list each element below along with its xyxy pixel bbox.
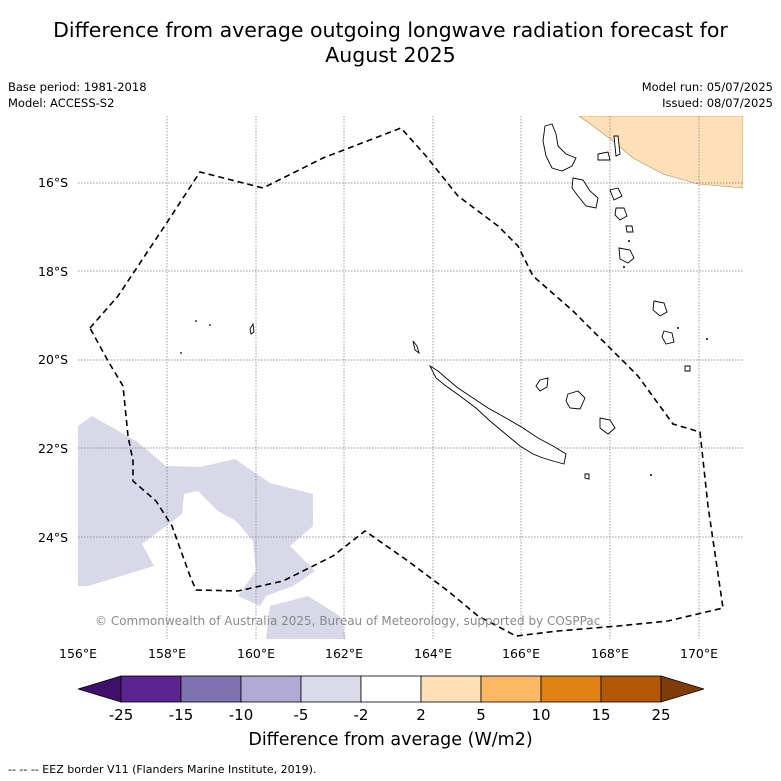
colorbar-extend-high	[660, 675, 704, 703]
vanuatu-island-d	[625, 225, 634, 233]
colorbar-title: Difference from average (W/m2)	[248, 730, 533, 750]
vanuatu-espiritu-santo	[542, 123, 577, 172]
colorbar-extend-low	[78, 675, 122, 703]
vanuatu-island-a	[597, 151, 611, 161]
colorbar-segment	[480, 675, 542, 703]
island-small	[412, 340, 420, 355]
eez-legend: -- -- -- EEZ border V11 (Flanders Marine…	[8, 763, 317, 776]
vanuatu-erromango	[618, 247, 635, 264]
colorbar-segment	[120, 675, 182, 703]
gridlines	[78, 116, 743, 639]
loyalty-island-2	[565, 390, 586, 410]
meta-left: Base period: 1981-2018 Model: ACCESS-S2	[8, 79, 147, 111]
eez-border	[89, 127, 724, 637]
island-tiny-1	[249, 322, 255, 335]
model-run: Model run: 05/07/2025	[641, 80, 773, 94]
vanuatu-tanna	[652, 300, 668, 317]
colorbar-tick-label: 2	[416, 706, 426, 724]
colorbar-segment	[600, 675, 662, 703]
colorbar-tick-label: -25	[108, 706, 134, 724]
vanuatu-malakula	[571, 177, 599, 209]
loyalty-island-3	[599, 417, 616, 435]
colorbar-segment	[240, 675, 302, 703]
lon-label-166e: 166°E	[501, 646, 541, 661]
lon-label-158e: 158°E	[147, 646, 187, 661]
title-line-2: August 2025	[325, 43, 456, 67]
colorbar-tick-label: -2	[353, 706, 369, 724]
meta-right: Model run: 05/07/2025 Issued: 08/07/2025	[642, 79, 773, 111]
vanuatu-efate	[614, 207, 628, 221]
new-caledonia-island	[428, 364, 567, 465]
base-period: Base period: 1981-2018	[8, 80, 147, 94]
title-line-1: Difference from average outgoing longwav…	[53, 18, 728, 42]
colorbar-segment	[300, 675, 362, 703]
colorbar	[78, 675, 704, 703]
colorbar-segment	[180, 675, 242, 703]
vanuatu-island-b	[613, 135, 621, 157]
lon-label-170e: 170°E	[679, 646, 719, 661]
loyalty-island-1	[535, 377, 549, 392]
colorbar-tick-label: 15	[591, 706, 611, 724]
vanuatu-island-c	[609, 187, 623, 201]
colorbar-tick-label: 10	[531, 706, 551, 724]
chart-title: Difference from average outgoing longwav…	[0, 18, 781, 68]
lat-label-24s: 24°S	[38, 530, 69, 545]
lon-label-162e: 162°E	[324, 646, 364, 661]
vanuatu-aneityum	[661, 330, 675, 345]
colorbar-segment	[360, 675, 422, 703]
colorbar-tick-label: 25	[651, 706, 671, 724]
lon-label-160e: 160°E	[236, 646, 276, 661]
lon-label-156e: 156°E	[58, 646, 98, 661]
island-small-2	[584, 473, 590, 480]
tiny-islets	[180, 240, 708, 476]
colorbar-tick-label: 5	[476, 706, 486, 724]
colorbar-segment	[540, 675, 602, 703]
colorbar-tick-label: -15	[168, 706, 194, 724]
lat-label-18s: 18°S	[38, 264, 69, 279]
model-name: Model: ACCESS-S2	[8, 96, 115, 110]
issued-date: Issued: 08/07/2025	[662, 96, 773, 110]
lat-label-16s: 16°S	[38, 175, 69, 190]
island-matthew	[684, 365, 691, 372]
lat-label-22s: 22°S	[38, 441, 69, 456]
copyright-notice: © Commonwealth of Australia 2025, Bureau…	[95, 614, 601, 628]
negative-anomaly-region-south	[266, 596, 346, 639]
map-area	[78, 116, 743, 639]
positive-anomaly-region	[578, 116, 743, 189]
lon-label-164e: 164°E	[413, 646, 453, 661]
lon-label-168e: 168°E	[590, 646, 630, 661]
coastlines	[249, 123, 691, 480]
lat-label-20s: 20°S	[38, 352, 69, 367]
colorbar-tick-label: -10	[228, 706, 254, 724]
colorbar-segment	[420, 675, 482, 703]
map-background	[78, 116, 743, 639]
colorbar-tick-label: -5	[293, 706, 309, 724]
